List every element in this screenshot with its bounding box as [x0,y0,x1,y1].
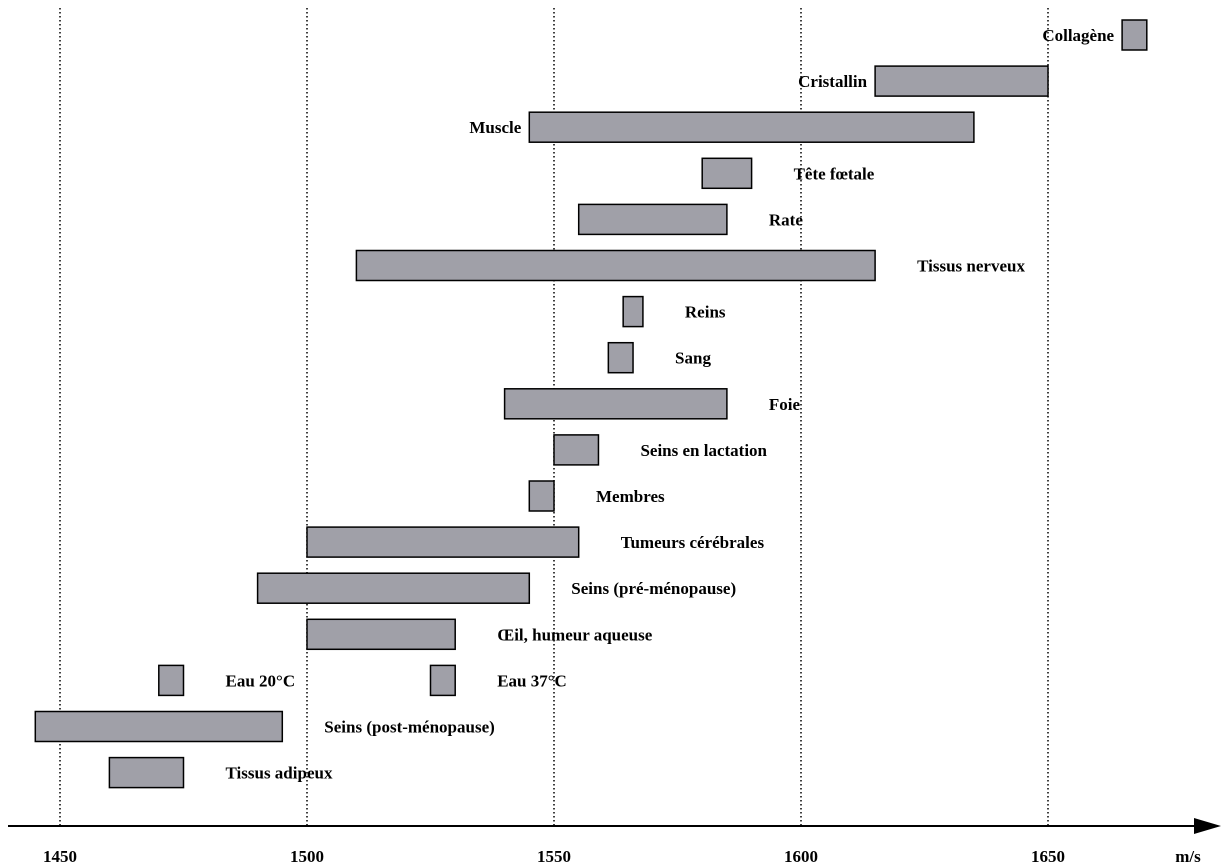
bar [528,480,555,512]
bar [108,756,185,789]
bar-label: Tissus adipeux [226,764,333,783]
bar-label: Collagène [1042,26,1114,45]
x-tick-label: 1650 [1031,847,1065,865]
bar-label: Tissus nerveux [917,257,1025,276]
x-tick-label: 1600 [784,847,818,865]
bar [158,664,185,697]
bar-label: Muscle [469,118,521,137]
bar [701,157,753,190]
x-axis-arrow [1194,818,1221,834]
bar [553,434,600,466]
bar-label: Tumeurs cérébrales [621,533,765,552]
bar-label: Membres [596,487,665,506]
bar-label: Sang [675,349,711,368]
bar [1121,19,1148,51]
bar [34,710,284,743]
bar [306,618,456,651]
bar [503,388,728,420]
bar-label: Eau 20°C [226,671,296,690]
bar-label: Foie [769,395,801,414]
bar-label: Eau 37°C [497,671,567,690]
bar-label: Œil, humeur aqueuse [497,625,653,644]
bars: Collagène Cristallin Muscle Tête fœtale Rate… [34,19,1148,789]
bar-label: Seins (post-ménopause) [324,718,495,737]
x-axis: m/s 1450 1500 1550 1600 1650 [8,818,1221,865]
bar-label: Tête fœtale [794,164,875,183]
bar-label: Seins (pré-ménopause) [571,579,736,598]
bar-label: Reins [685,303,726,322]
x-axis-unit-label: m/s [1175,847,1201,865]
x-tick-label: 1450 [43,847,77,865]
bar [577,203,728,236]
x-tick-label: 1550 [537,847,571,865]
bar-label: Cristallin [798,72,867,91]
bar [622,295,644,328]
bar [306,526,580,558]
bar [528,111,975,143]
bar [256,572,531,604]
x-tick-label: 1500 [290,847,324,865]
bar-label: Seins en lactation [640,441,767,460]
bar [355,249,876,282]
bar [429,664,456,697]
bar [607,341,634,374]
bar [874,65,1049,97]
bar-label: Rate [769,210,803,229]
